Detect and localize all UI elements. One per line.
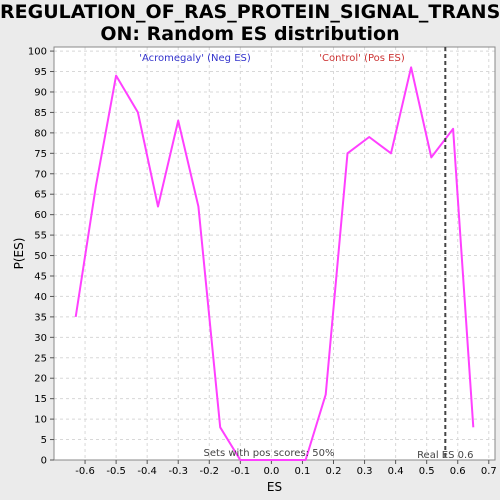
x-tick-label: 0.3: [357, 466, 373, 477]
x-tick-label: -0.6: [75, 466, 95, 477]
sets-pos-scores-annotation: Sets with pos scores: 50%: [204, 448, 335, 459]
y-axis-label: P(ES): [12, 238, 26, 270]
y-tick-label: 75: [34, 149, 47, 160]
y-tick-label: 100: [28, 47, 47, 58]
y-tick-label: 50: [34, 251, 47, 262]
y-tick-label: 95: [34, 67, 47, 78]
y-tick-label: 35: [34, 312, 47, 323]
y-tick-label: 55: [34, 231, 47, 242]
neg-es-annotation: 'Acromegaly' (Neg ES): [139, 53, 251, 64]
y-tick-label: 90: [34, 87, 47, 98]
y-tick-label: 30: [34, 333, 47, 344]
y-tick-label: 40: [34, 292, 47, 303]
real-es-label: Real ES 0.6: [417, 450, 473, 461]
x-tick-label: 0.1: [294, 466, 310, 477]
x-tick-label: 0.4: [388, 466, 404, 477]
pos-es-annotation: 'Control' (Pos ES): [319, 53, 405, 64]
y-tick-label: 25: [34, 353, 47, 364]
x-tick-label: -0.5: [106, 466, 126, 477]
y-tick-label: 45: [34, 271, 47, 282]
y-tick-label: 0: [41, 456, 47, 467]
plot-area: [54, 47, 495, 460]
x-tick-label: -0.2: [200, 466, 220, 477]
y-tick-label: 10: [34, 415, 47, 426]
x-tick-label: -0.1: [231, 466, 251, 477]
y-tick-label: 20: [34, 374, 47, 385]
x-tick-label: -0.4: [137, 466, 157, 477]
x-tick-label: 0.0: [263, 466, 279, 477]
x-tick-label: -0.3: [168, 466, 188, 477]
y-tick-label: 70: [34, 169, 47, 180]
y-tick-label: 80: [34, 128, 47, 139]
chart-title: REGULATION_OF_RAS_PROTEIN_SIGNAL_TRANSDU…: [0, 1, 500, 45]
series-line: [74, 66, 475, 461]
y-tick-label: 65: [34, 190, 47, 201]
x-tick-label: 0.7: [481, 466, 497, 477]
y-tick-label: 60: [34, 210, 47, 221]
x-axis-label: ES: [267, 480, 282, 494]
y-tick-label: 5: [41, 435, 47, 446]
x-tick-label: 0.2: [326, 466, 342, 477]
y-tick-label: 15: [34, 394, 47, 405]
x-tick-label: 0.5: [419, 466, 435, 477]
y-tick-label: 85: [34, 108, 47, 119]
x-tick-label: 0.6: [450, 466, 466, 477]
